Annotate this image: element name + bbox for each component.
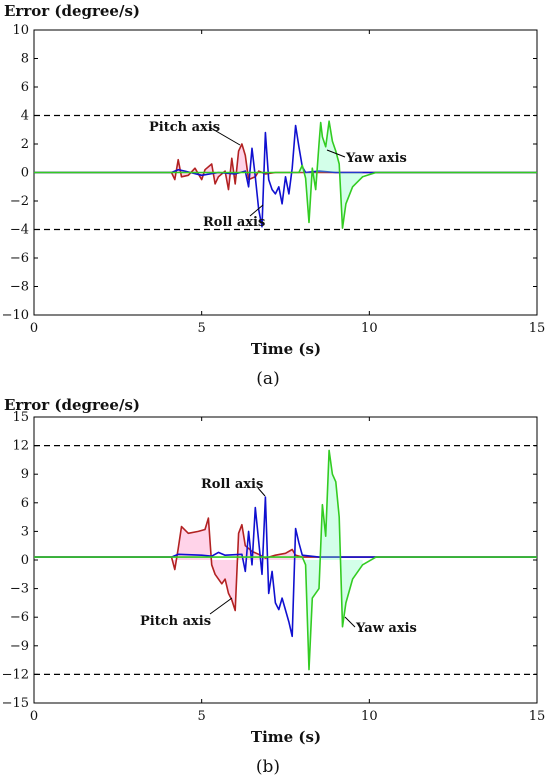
annotation-yaw-axis-b: Yaw axis xyxy=(355,621,417,636)
y-tick-label-b: 12 xyxy=(12,439,29,454)
y-tick-label-a: −8 xyxy=(10,280,29,295)
y-tick-label-a: −10 xyxy=(2,308,29,323)
x-tick-label-b: 0 xyxy=(30,709,38,724)
x-axis-label-a: Time (s) xyxy=(251,340,321,358)
annotation-pitch-leader-b xyxy=(209,597,233,615)
annotation-roll-axis-b: Roll axis xyxy=(201,477,263,492)
x-tick-label-a: 0 xyxy=(30,321,38,336)
y-axis-label-b: Error (degree/s) xyxy=(4,396,140,414)
y-tick-label-b: −15 xyxy=(2,696,29,711)
annotation-roll-leader-b xyxy=(257,487,266,497)
annotation-pitch-axis-a: Pitch axis xyxy=(149,120,220,135)
y-tick-label-a: 2 xyxy=(21,137,29,152)
annotation-pitch-axis-b: Pitch axis xyxy=(140,614,211,629)
y-tick-label-a: 4 xyxy=(21,109,29,124)
y-tick-label-b: −9 xyxy=(10,639,29,654)
annotation-yaw-leader-a xyxy=(326,149,346,158)
y-tick-label-b: 0 xyxy=(21,553,29,568)
chart-marks-b xyxy=(33,416,538,704)
caption-b: (b) xyxy=(256,757,280,777)
series-line-yaw-a xyxy=(34,120,537,229)
y-tick-label-b: −6 xyxy=(10,610,29,625)
y-axis-label-a: Error (degree/s) xyxy=(4,2,140,20)
x-axis-label-b: Time (s) xyxy=(251,728,321,746)
x-tick-label-a: 5 xyxy=(198,321,206,336)
x-tick-label-b: 10 xyxy=(361,709,378,724)
x-tick-label-a: 15 xyxy=(529,321,546,336)
annotation-roll-axis-a: Roll axis xyxy=(203,215,265,230)
series-line-yaw-b xyxy=(34,449,537,671)
annotation-roll-leader-a xyxy=(249,204,264,217)
y-tick-label-b: 9 xyxy=(21,467,29,482)
annotation-yaw-axis-a: Yaw axis xyxy=(345,151,407,166)
y-tick-label-a: 0 xyxy=(21,166,29,181)
y-tick-label-b: 6 xyxy=(21,496,29,511)
series-shade-pitch-a xyxy=(171,144,276,190)
y-tick-label-a: −2 xyxy=(10,194,29,209)
x-tick-label-a: 10 xyxy=(361,321,378,336)
series-line-roll-b xyxy=(34,496,537,638)
y-tick-label-a: −6 xyxy=(10,251,29,266)
y-tick-label-b: −12 xyxy=(2,667,29,682)
y-tick-label-a: −4 xyxy=(10,223,29,238)
y-tick-label-b: 3 xyxy=(21,524,29,539)
caption-a: (a) xyxy=(256,369,279,389)
series-line-pitch-b xyxy=(34,517,537,612)
y-tick-label-b: 15 xyxy=(12,410,29,425)
y-tick-label-a: 10 xyxy=(12,23,29,38)
series-shade-yaw-b xyxy=(302,450,363,670)
y-tick-label-a: 6 xyxy=(21,80,29,95)
series-line-roll-a xyxy=(34,124,537,228)
chart-marks-a xyxy=(33,29,538,316)
annotation-pitch-leader-a xyxy=(208,126,241,146)
x-tick-label-b: 15 xyxy=(529,709,546,724)
y-tick-label-b: −3 xyxy=(10,582,29,597)
annotation-yaw-leader-b xyxy=(344,616,356,628)
x-tick-label-b: 5 xyxy=(198,709,206,724)
y-tick-label-a: 8 xyxy=(21,52,29,67)
